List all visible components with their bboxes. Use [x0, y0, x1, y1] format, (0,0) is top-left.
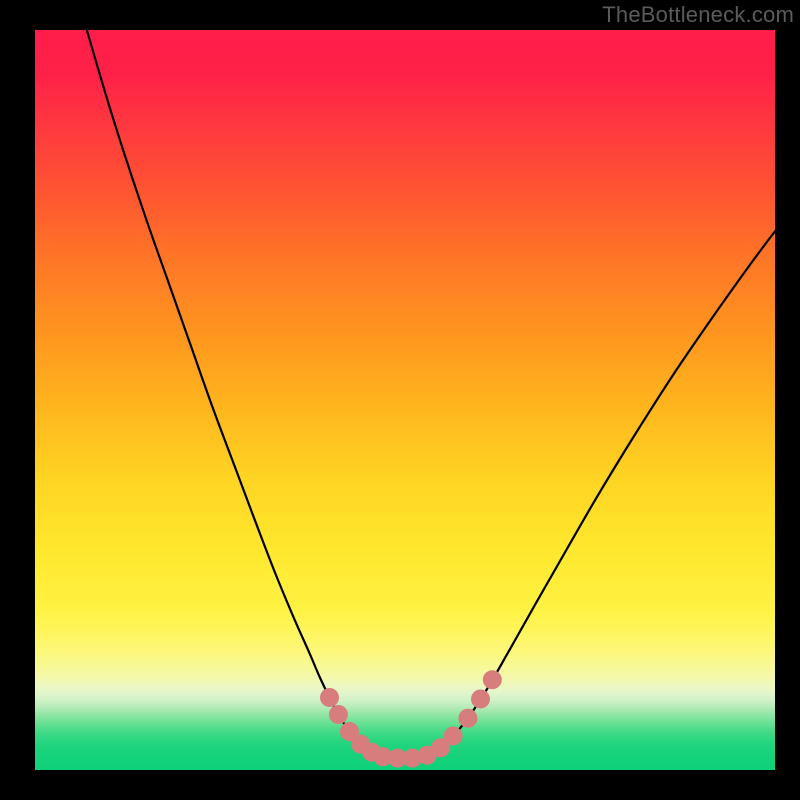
stage: TheBottleneck.com — [0, 0, 800, 800]
curve-marker — [458, 709, 477, 728]
curve-marker — [483, 670, 502, 689]
watermark-text: TheBottleneck.com — [602, 2, 794, 28]
bottleneck-curve — [87, 30, 775, 758]
curve-marker — [444, 726, 463, 745]
chart-frame — [35, 30, 775, 770]
curve-markers — [320, 670, 502, 767]
curve-marker — [329, 705, 348, 724]
curve-marker — [471, 689, 490, 708]
curve-layer — [35, 30, 775, 770]
curve-marker — [320, 688, 339, 707]
